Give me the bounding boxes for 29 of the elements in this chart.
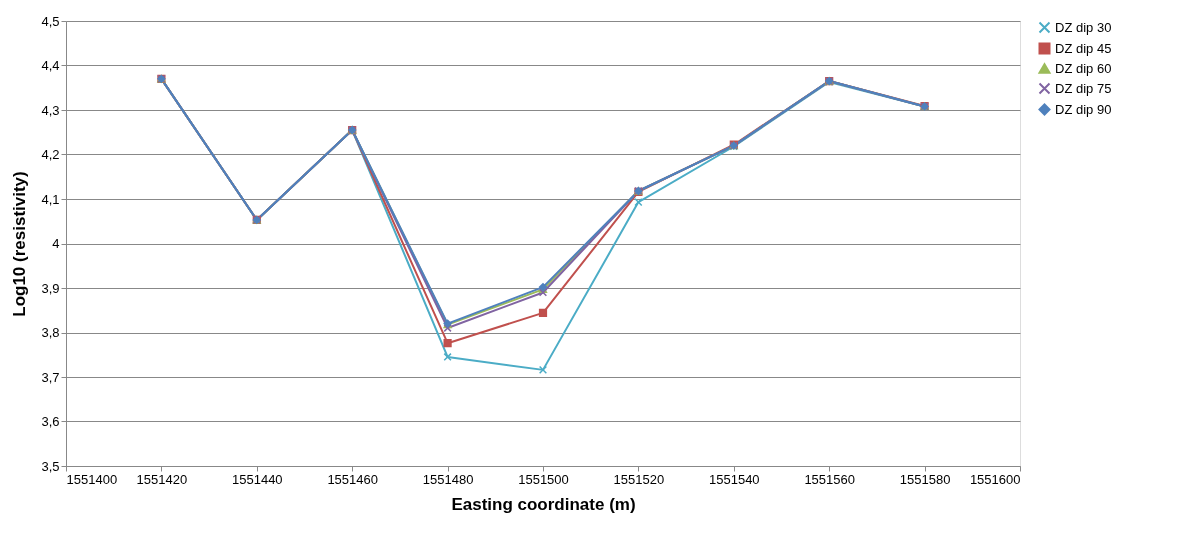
legend-label: DZ dip 90	[1055, 101, 1112, 117]
y-tick-label: 3,7	[41, 369, 60, 385]
y-tick-label: 4,3	[41, 102, 60, 118]
y-axis-title: Log10 (resistivity)	[10, 171, 30, 317]
y-tick-label: 4,2	[41, 147, 60, 162]
x-tick-label: 1551540	[708, 471, 760, 487]
x-tick-label: 1551400	[66, 471, 118, 487]
y-tick-label: 3,8	[41, 325, 60, 340]
x-tick-label: 1551440	[231, 471, 283, 487]
legend-label: DZ dip 45	[1055, 40, 1112, 56]
y-tick-label: 4	[52, 236, 60, 251]
x-tick-label: 1551560	[804, 471, 856, 487]
legend-label: DZ dip 60	[1055, 60, 1112, 76]
x-tick-label: 1551520	[613, 471, 665, 487]
x-tick-label: 1551580	[899, 471, 951, 487]
legend-label: DZ dip 30	[1055, 19, 1112, 35]
y-tick-label: 4,4	[41, 58, 60, 73]
x-tick-label: 1551460	[327, 471, 379, 487]
y-tick-label: 3,5	[41, 458, 60, 474]
y-tick-label: 4,5	[41, 13, 60, 29]
x-tick-label: 1551480	[422, 471, 474, 487]
y-tick-label: 3,6	[41, 414, 60, 429]
x-axis-title: Easting coordinate (m)	[451, 494, 636, 514]
x-tick-label: 1551600	[969, 471, 1021, 487]
x-tick-label: 1551420	[136, 471, 188, 487]
y-tick-label: 4,1	[41, 191, 60, 207]
y-tick-label: 3,9	[41, 280, 60, 296]
x-tick-label: 1551500	[518, 471, 569, 487]
legend-label: DZ dip 75	[1055, 80, 1112, 96]
